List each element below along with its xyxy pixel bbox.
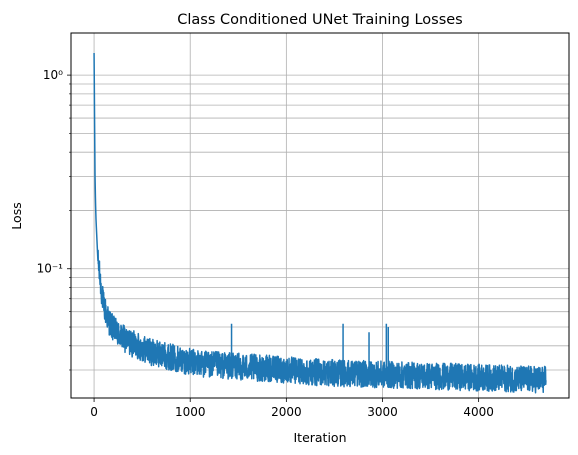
series-group: [93, 53, 547, 394]
x-tick-label: 3000: [367, 405, 398, 419]
x-tick-label: 0: [90, 405, 98, 419]
plot-frame: [70, 32, 570, 399]
y-tick-label: 10⁻¹: [37, 262, 64, 276]
y-axis-label: Loss: [9, 202, 24, 229]
chart-title: Class Conditioned UNet Training Losses: [177, 12, 462, 28]
x-tick-label: 4000: [463, 405, 494, 419]
loss-line: [93, 53, 547, 394]
y-tick-label: 10⁰: [43, 68, 63, 82]
x-axis-label: Iteration: [293, 430, 346, 445]
axis-ticks: 0 1000 2000 3000 4000 10⁻¹ 10⁰: [37, 68, 494, 419]
x-tick-label: 2000: [271, 405, 302, 419]
x-tick-label: 1000: [175, 405, 206, 419]
